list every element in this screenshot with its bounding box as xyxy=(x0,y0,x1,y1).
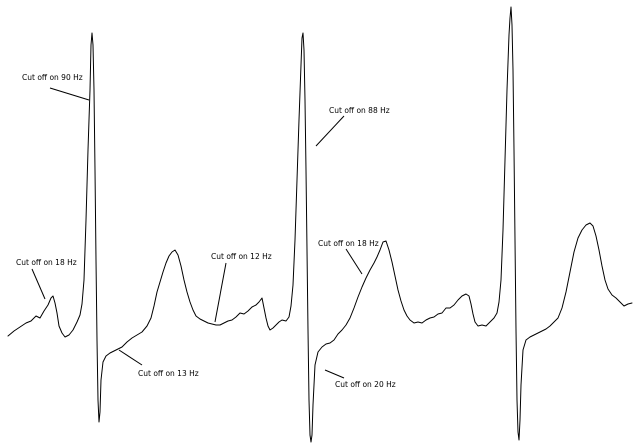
leader-line-88hz xyxy=(315,115,345,147)
leader-line-13hz xyxy=(118,349,143,366)
annotation-label-88hz: Cut off on 88 Hz xyxy=(329,106,390,115)
leader-line-90hz xyxy=(49,87,90,101)
leader-line-12hz xyxy=(214,262,227,323)
leader-line-20hz xyxy=(324,369,345,379)
annotation-label-18hz-right: Cut off on 18 Hz xyxy=(318,239,379,248)
annotation-labels: Cut off on 90 Hz Cut off on 18 Hz Cut of… xyxy=(16,73,396,389)
annotation-label-90hz: Cut off on 90 Hz xyxy=(22,73,83,82)
annotation-leaders xyxy=(31,87,363,379)
annotation-label-13hz: Cut off on 13 Hz xyxy=(138,369,199,378)
ecg-trace xyxy=(7,6,633,443)
leader-line-18hz-right xyxy=(345,248,363,275)
annotation-label-12hz: Cut off on 12 Hz xyxy=(211,252,272,261)
leader-line-18hz-left xyxy=(31,268,46,300)
annotation-label-20hz: Cut off on 20 Hz xyxy=(335,380,396,389)
annotation-label-18hz-left: Cut off on 18 Hz xyxy=(16,258,77,267)
